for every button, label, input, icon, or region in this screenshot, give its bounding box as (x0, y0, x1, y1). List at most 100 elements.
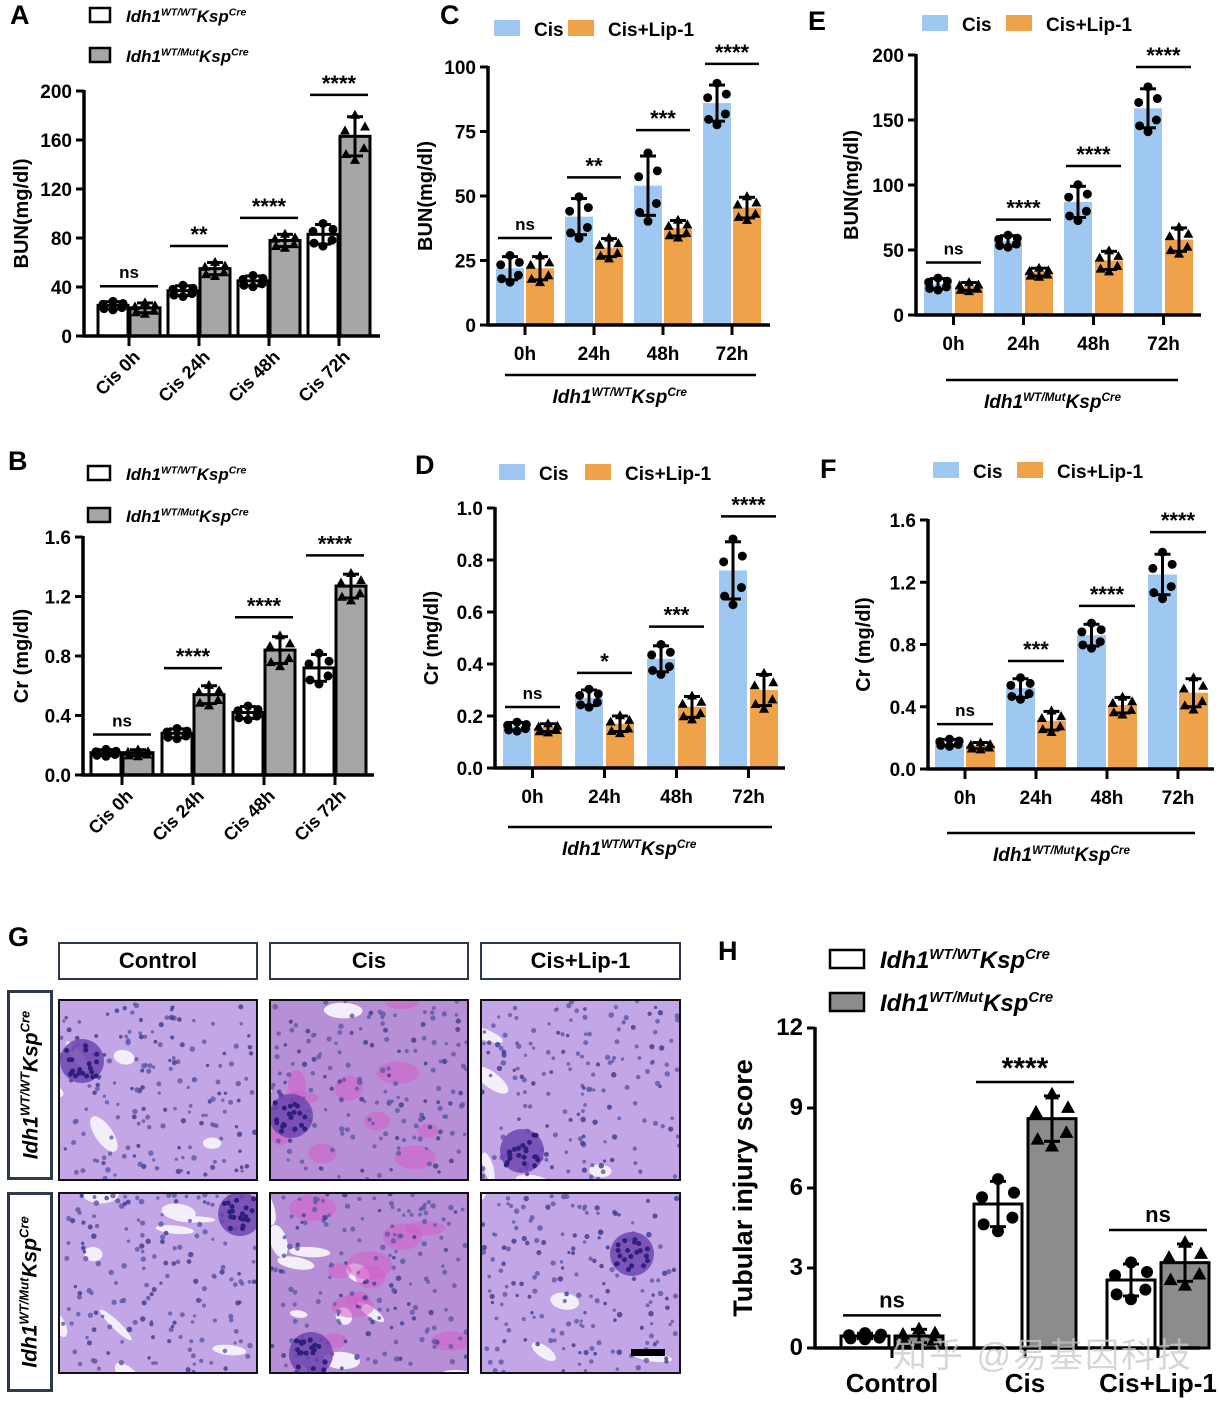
nucleus (222, 1051, 227, 1056)
data-point (280, 242, 290, 252)
data-point (355, 588, 365, 598)
nucleus (235, 1300, 241, 1306)
nucleus (190, 1320, 195, 1324)
data-point (759, 667, 769, 677)
nucleus (341, 1077, 347, 1082)
data-point (648, 666, 658, 675)
legend-label: Cis+Lip-1 (1046, 15, 1132, 36)
nucleus (202, 1229, 208, 1235)
data-point (583, 203, 593, 213)
nucleus (589, 1359, 594, 1364)
nucleus (541, 1071, 546, 1076)
nucleus (446, 1221, 451, 1226)
panel-label: A (10, 0, 30, 30)
data-point (594, 239, 605, 249)
significance-label: ns (119, 263, 139, 282)
nucleus (177, 1244, 183, 1250)
data-point (575, 690, 585, 700)
data-point (687, 690, 697, 700)
nucleus (115, 1198, 121, 1204)
nucleus (603, 1301, 607, 1306)
nucleus (160, 1234, 166, 1240)
data-point (149, 305, 159, 315)
significance-label: **** (252, 194, 287, 219)
nucleus (383, 1027, 389, 1033)
glomerulus-nucleus (531, 1132, 537, 1138)
nucleus (138, 1034, 144, 1040)
y-tick-label: 0 (61, 327, 72, 348)
chart-svg: B Idh1WT/WTKspCre Idh1WT/MutKspCre 0.0 0.4 0.… (8, 446, 374, 845)
nucleus (548, 1337, 554, 1344)
nucleus (131, 1114, 137, 1120)
data-point (1139, 1283, 1152, 1296)
nucleus (553, 1007, 558, 1012)
nucleus (286, 1158, 290, 1162)
legend-label: Idh1WT/MutKspCre (126, 507, 249, 526)
data-point (1178, 683, 1189, 693)
nucleus (657, 1290, 664, 1297)
legend-label: Cis+Lip-1 (608, 20, 694, 41)
nucleus (288, 1019, 293, 1024)
legend-label: Cis (534, 20, 564, 41)
nucleus (177, 1145, 181, 1150)
nucleus (150, 1030, 155, 1034)
nucleus (448, 1344, 454, 1349)
data-point (503, 720, 513, 730)
nucleus (372, 1281, 377, 1286)
nucleus (487, 1274, 492, 1279)
nucleus (281, 1195, 286, 1200)
nucleus (418, 1212, 423, 1217)
data-point (955, 284, 966, 294)
glomerulus-nucleus (535, 1157, 541, 1163)
nucleus (643, 1357, 650, 1364)
nucleus (114, 1281, 118, 1285)
nucleus (60, 1035, 64, 1040)
nucleus (545, 1049, 551, 1055)
nucleus (318, 1166, 323, 1170)
data-point (750, 699, 761, 709)
nucleus (549, 1070, 554, 1075)
data-point (496, 260, 506, 270)
nucleus (612, 1308, 617, 1312)
nucleus (199, 1120, 204, 1126)
nucleus (594, 1205, 600, 1211)
nucleus (606, 1104, 612, 1110)
glomerulus-nucleus (89, 1069, 95, 1075)
nucleus (238, 1339, 243, 1344)
nucleus (338, 1126, 345, 1132)
nucleus (583, 1349, 589, 1356)
nucleus (394, 1107, 400, 1113)
nucleus (522, 1090, 527, 1095)
nucleus (249, 1090, 255, 1095)
nucleus (491, 1023, 496, 1028)
y-axis-label: Cr (mg/dl) (11, 609, 33, 703)
data-point (210, 256, 220, 266)
nucleus (501, 1245, 507, 1251)
nucleus (299, 1159, 305, 1164)
nucleus (384, 1036, 390, 1042)
nucleus (213, 1275, 217, 1279)
data-point (200, 261, 210, 271)
nucleus (271, 1082, 276, 1088)
data-point (896, 1327, 910, 1340)
nucleus (564, 1150, 569, 1155)
nucleus (365, 1176, 370, 1179)
glomerulus-nucleus (641, 1263, 647, 1269)
nucleus (239, 1022, 243, 1026)
nucleus (74, 1035, 80, 1041)
nucleus (402, 1213, 406, 1217)
data-point (1174, 221, 1184, 231)
nucleus (64, 1015, 68, 1020)
nucleus (541, 1240, 547, 1246)
data-point (1163, 1272, 1178, 1286)
nucleus (544, 1157, 549, 1162)
nucleus (494, 1041, 501, 1048)
data-point (512, 726, 522, 736)
nucleus (566, 1003, 572, 1009)
nucleus (421, 1218, 428, 1225)
nucleus (152, 1158, 156, 1162)
nucleus (72, 1349, 78, 1355)
data-point (742, 214, 752, 224)
nucleus (408, 1282, 413, 1286)
nucleus (156, 1081, 162, 1087)
